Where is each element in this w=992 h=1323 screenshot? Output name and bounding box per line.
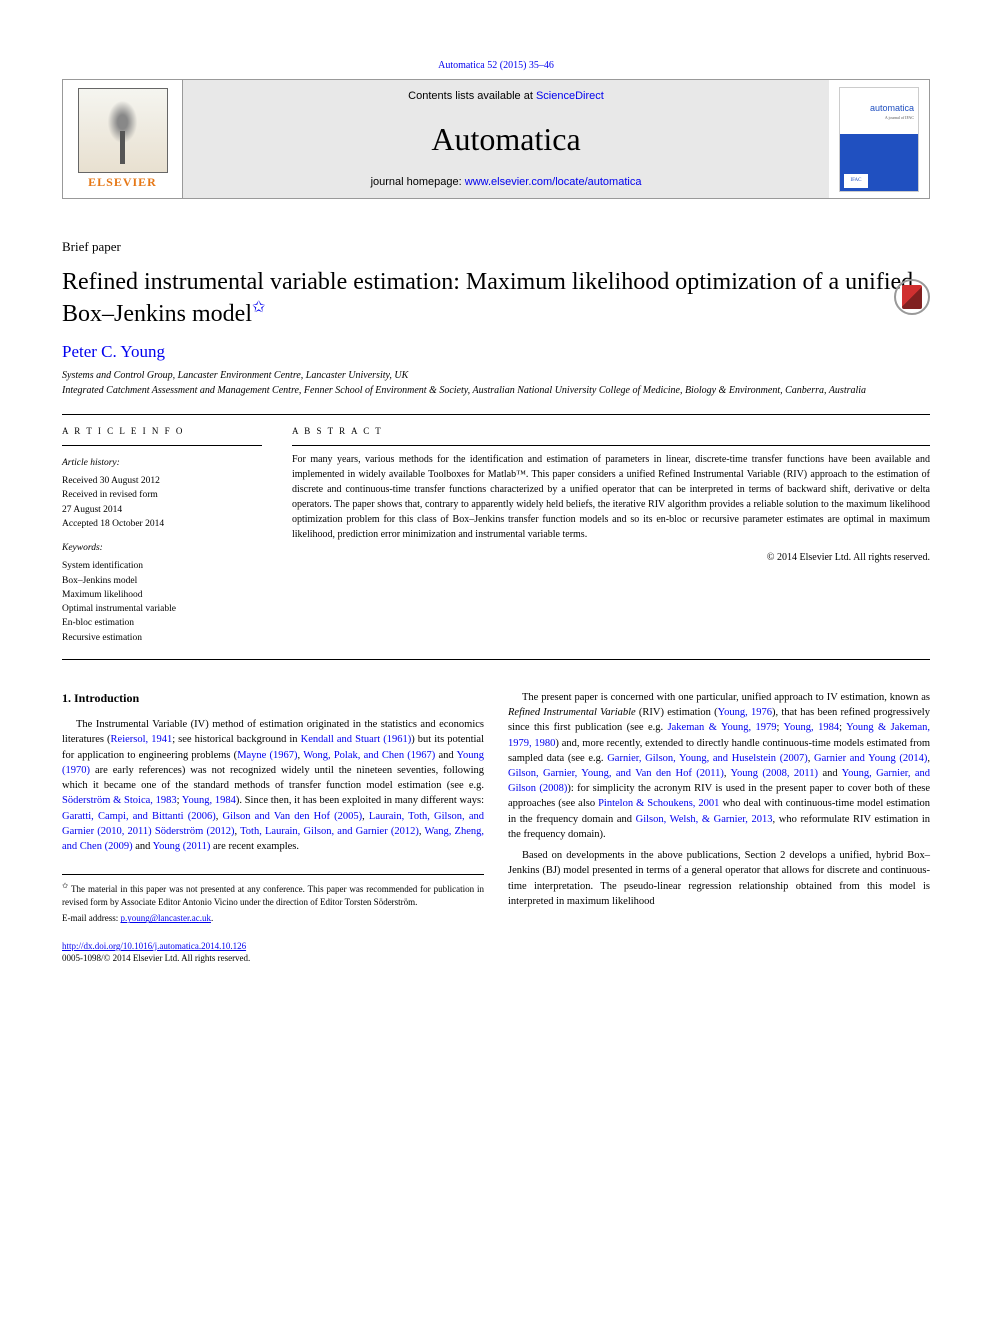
contents-prefix: Contents lists available at	[408, 90, 536, 102]
author-name[interactable]: Peter C. Young	[62, 342, 930, 362]
section-number: 1.	[62, 691, 71, 705]
abstract-text: For many years, various methods for the …	[292, 452, 930, 542]
abstract: A B S T R A C T For many years, various …	[292, 425, 930, 645]
citation-link[interactable]: Kendall and Stuart (1961)	[301, 734, 412, 745]
rights-text: 0005-1098/© 2014 Elsevier Ltd. All right…	[62, 953, 250, 963]
text: and	[818, 768, 842, 779]
history-line: Accepted 18 October 2014	[62, 517, 262, 531]
history-line: Received in revised form	[62, 488, 262, 502]
body-paragraph: The Instrumental Variable (IV) method of…	[62, 717, 484, 854]
journal-name: Automatica	[183, 121, 829, 158]
citation-link[interactable]: Jakeman & Young, 1979	[668, 722, 777, 733]
citation-link[interactable]: Toth, Laurain, Gilson, and Garnier (2012…	[240, 826, 419, 837]
text: ; see historical background in	[172, 734, 300, 745]
text: are recent examples.	[210, 841, 299, 852]
cover-title: automatica	[870, 103, 914, 113]
keyword: Recursive estimation	[62, 631, 262, 645]
footnote-marker: ✩	[62, 881, 68, 890]
homepage-line: journal homepage: www.elsevier.com/locat…	[183, 176, 829, 188]
citation-link[interactable]: Garnier, Gilson, Young, and Huselstein (…	[607, 753, 807, 764]
citation-link[interactable]: Garnier and Young (2014)	[814, 753, 927, 764]
affiliation: Integrated Catchment Assessment and Mana…	[62, 383, 930, 398]
paper-type: Brief paper	[62, 239, 930, 255]
citation-link[interactable]: Gilson, Garnier, Young, and Van den Hof …	[508, 768, 724, 779]
citation-link[interactable]: Young, 1984	[182, 795, 236, 806]
citation-link[interactable]: Young (2011)	[153, 841, 211, 852]
doi-block: http://dx.doi.org/10.1016/j.automatica.2…	[62, 941, 930, 964]
body-right-column: The present paper is concerned with one …	[508, 690, 930, 929]
cover-subtitle: A journal of IFAC	[885, 115, 914, 120]
citation-link[interactable]: Garatti, Campi, and Bittanti (2006)	[62, 811, 216, 822]
banner-center: Contents lists available at ScienceDirec…	[183, 80, 829, 198]
info-heading: A R T I C L E I N F O	[62, 425, 262, 439]
keyword: Box–Jenkins model	[62, 574, 262, 588]
citation-link[interactable]: Young, 1984	[784, 722, 840, 733]
keyword: System identification	[62, 559, 262, 573]
section-heading: 1. Introduction	[62, 690, 484, 707]
citation-link[interactable]: Young, 1976	[718, 707, 772, 718]
history-label: Article history:	[62, 456, 262, 470]
citation-link[interactable]: Gilson, Welsh, & Garnier, 2013	[636, 814, 773, 825]
homepage-link[interactable]: www.elsevier.com/locate/automatica	[465, 176, 642, 188]
citation-link[interactable]: Wong, Polak, and Chen (1967)	[303, 750, 435, 761]
journal-banner: ELSEVIER Contents lists available at Sci…	[62, 79, 930, 199]
keyword: En-bloc estimation	[62, 616, 262, 630]
text: are early references) was not recognized…	[62, 765, 484, 791]
affiliations: Systems and Control Group, Lancaster Env…	[62, 368, 930, 398]
footnote: ✩ The material in this paper was not pre…	[62, 881, 484, 908]
footnote-text: The material in this paper was not prese…	[62, 884, 484, 907]
text: ,	[362, 811, 369, 822]
text: ,	[927, 753, 930, 764]
text: ). Since then, it has been exploited in …	[236, 795, 484, 806]
body-left-column: 1. Introduction The Instrumental Variabl…	[62, 690, 484, 929]
section-title: Introduction	[74, 691, 139, 705]
history-line: Received 30 August 2012	[62, 474, 262, 488]
text: (RIV) estimation (	[636, 707, 718, 718]
footnote: E-mail address: p.young@lancaster.ac.uk.	[62, 912, 484, 925]
cover-thumbnail: automatica A journal of IFAC IFAC	[829, 80, 929, 198]
text: The present paper is concerned with one …	[522, 692, 930, 703]
citation-header: Automatica 52 (2015) 35–46	[62, 60, 930, 71]
elsevier-tree-icon	[78, 88, 168, 173]
citation-link[interactable]: Söderström (2012)	[155, 826, 235, 837]
body-paragraph: Based on developments in the above publi…	[508, 848, 930, 909]
crossmark-icon[interactable]	[894, 279, 930, 315]
contents-line: Contents lists available at ScienceDirec…	[183, 90, 829, 102]
keyword: Maximum likelihood	[62, 588, 262, 602]
email-link[interactable]: p.young@lancaster.ac.uk	[120, 913, 211, 923]
text: and	[133, 841, 153, 852]
citation-link[interactable]: Söderström & Stoica, 1983	[62, 795, 177, 806]
citation-link[interactable]: Reiersol, 1941	[111, 734, 173, 745]
elsevier-text: ELSEVIER	[88, 175, 157, 190]
text: ,	[216, 811, 223, 822]
elsevier-logo: ELSEVIER	[63, 80, 183, 198]
history-line: 27 August 2014	[62, 503, 262, 517]
text: ;	[777, 722, 784, 733]
body-paragraph: The present paper is concerned with one …	[508, 690, 930, 842]
article-info: A R T I C L E I N F O Article history: R…	[62, 425, 262, 645]
keywords-label: Keywords:	[62, 541, 262, 555]
sciencedirect-link[interactable]: ScienceDirect	[536, 90, 604, 102]
title-text: Refined instrumental variable estimation…	[62, 269, 913, 327]
abstract-heading: A B S T R A C T	[292, 425, 930, 439]
text: .	[211, 913, 213, 923]
citation-link[interactable]: Pintelon & Schoukens, 2001	[598, 798, 719, 809]
affiliation: Systems and Control Group, Lancaster Env…	[62, 368, 930, 383]
italic-term: Refined Instrumental Variable	[508, 707, 636, 718]
copyright: © 2014 Elsevier Ltd. All rights reserved…	[292, 550, 930, 565]
title-footnote-marker: ✩	[252, 299, 265, 316]
doi-link[interactable]: http://dx.doi.org/10.1016/j.automatica.2…	[62, 941, 246, 951]
cover-ifac-icon: IFAC	[844, 174, 868, 188]
paper-title: Refined instrumental variable estimation…	[62, 267, 930, 330]
citation-link[interactable]: Mayne (1967)	[237, 750, 297, 761]
homepage-prefix: journal homepage:	[371, 176, 465, 188]
citation-link[interactable]: Gilson and Van den Hof (2005)	[223, 811, 363, 822]
text: and	[435, 750, 456, 761]
keyword: Optimal instrumental variable	[62, 602, 262, 616]
citation-link[interactable]: Young (2008, 2011)	[730, 768, 818, 779]
email-label: E-mail address:	[62, 913, 120, 923]
